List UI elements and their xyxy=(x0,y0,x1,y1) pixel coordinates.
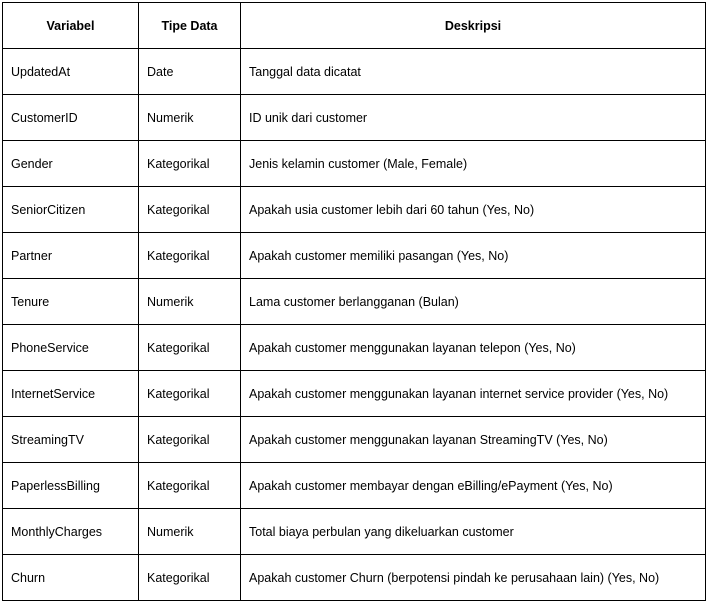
cell-variabel: StreamingTV xyxy=(2,416,139,463)
cell-tipe-data: Kategorikal xyxy=(138,370,241,417)
cell-tipe-data: Numerik xyxy=(138,508,241,555)
cell-variabel: MonthlyCharges xyxy=(2,508,139,555)
table-row: Tenure Numerik Lama customer berlangganan … xyxy=(2,278,706,325)
header-row: Variabel Tipe Data Deskripsi xyxy=(2,2,706,49)
table-header: Variabel Tipe Data Deskripsi xyxy=(2,2,706,49)
cell-deskripsi: Tanggal data dicatat xyxy=(240,48,706,95)
table-row: UpdatedAt Date Tanggal data dicatat xyxy=(2,48,706,95)
cell-variabel: Gender xyxy=(2,140,139,187)
cell-deskripsi: Jenis kelamin customer (Male, Female) xyxy=(240,140,706,187)
table-row: Churn Kategorikal Apakah customer Churn (b… xyxy=(2,554,706,601)
cell-variabel: Churn xyxy=(2,554,139,601)
cell-deskripsi: Apakah customer Churn (berpotensi pindah… xyxy=(240,554,706,601)
cell-tipe-data: Kategorikal xyxy=(138,232,241,279)
cell-variabel: Tenure xyxy=(2,278,139,325)
cell-deskripsi: Apakah customer menggunakan layanan Stre… xyxy=(240,416,706,463)
table-row: StreamingTV Kategorikal Apakah customer me… xyxy=(2,416,706,463)
header-variabel: Variabel xyxy=(2,2,139,49)
cell-deskripsi: Apakah customer menggunakan layanan inte… xyxy=(240,370,706,417)
cell-tipe-data: Date xyxy=(138,48,241,95)
table-row: PhoneService Kategorikal Apakah customer m… xyxy=(2,324,706,371)
cell-variabel: PhoneService xyxy=(2,324,139,371)
cell-variabel: UpdatedAt xyxy=(2,48,139,95)
table-row: InternetService Kategorikal Apakah custome… xyxy=(2,370,706,417)
cell-deskripsi: Apakah customer menggunakan layanan tele… xyxy=(240,324,706,371)
table-row: CustomerID Numerik ID unik dari customer xyxy=(2,94,706,141)
table-row: MonthlyCharges Numerik Total biaya perbula… xyxy=(2,508,706,555)
cell-deskripsi: Apakah customer membayar dengan eBilling… xyxy=(240,462,706,509)
table-row: Partner Kategorikal Apakah customer memili… xyxy=(2,232,706,279)
table-row: Gender Kategorikal Jenis kelamin customer … xyxy=(2,140,706,187)
table-row: PaperlessBilling Kategorikal Apakah custom… xyxy=(2,462,706,509)
cell-tipe-data: Numerik xyxy=(138,278,241,325)
table-body: UpdatedAt Date Tanggal data dicatat Custome… xyxy=(2,48,706,601)
cell-deskripsi: ID unik dari customer xyxy=(240,94,706,141)
cell-variabel: InternetService xyxy=(2,370,139,417)
cell-variabel: PaperlessBilling xyxy=(2,462,139,509)
cell-variabel: SeniorCitizen xyxy=(2,186,139,233)
cell-tipe-data: Kategorikal xyxy=(138,324,241,371)
cell-deskripsi: Apakah customer memiliki pasangan (Yes, … xyxy=(240,232,706,279)
cell-tipe-data: Kategorikal xyxy=(138,462,241,509)
cell-tipe-data: Numerik xyxy=(138,94,241,141)
cell-tipe-data: Kategorikal xyxy=(138,416,241,463)
header-tipe-data: Tipe Data xyxy=(138,2,241,49)
header-deskripsi: Deskripsi xyxy=(240,2,706,49)
cell-tipe-data: Kategorikal xyxy=(138,186,241,233)
cell-deskripsi: Apakah usia customer lebih dari 60 tahun… xyxy=(240,186,706,233)
cell-variabel: CustomerID xyxy=(2,94,139,141)
cell-deskripsi: Lama customer berlangganan (Bulan) xyxy=(240,278,706,325)
cell-tipe-data: Kategorikal xyxy=(138,140,241,187)
table-row: SeniorCitizen Kategorikal Apakah usia cust… xyxy=(2,186,706,233)
cell-deskripsi: Total biaya perbulan yang dikeluarkan cu… xyxy=(240,508,706,555)
cell-variabel: Partner xyxy=(2,232,139,279)
cell-tipe-data: Kategorikal xyxy=(138,554,241,601)
